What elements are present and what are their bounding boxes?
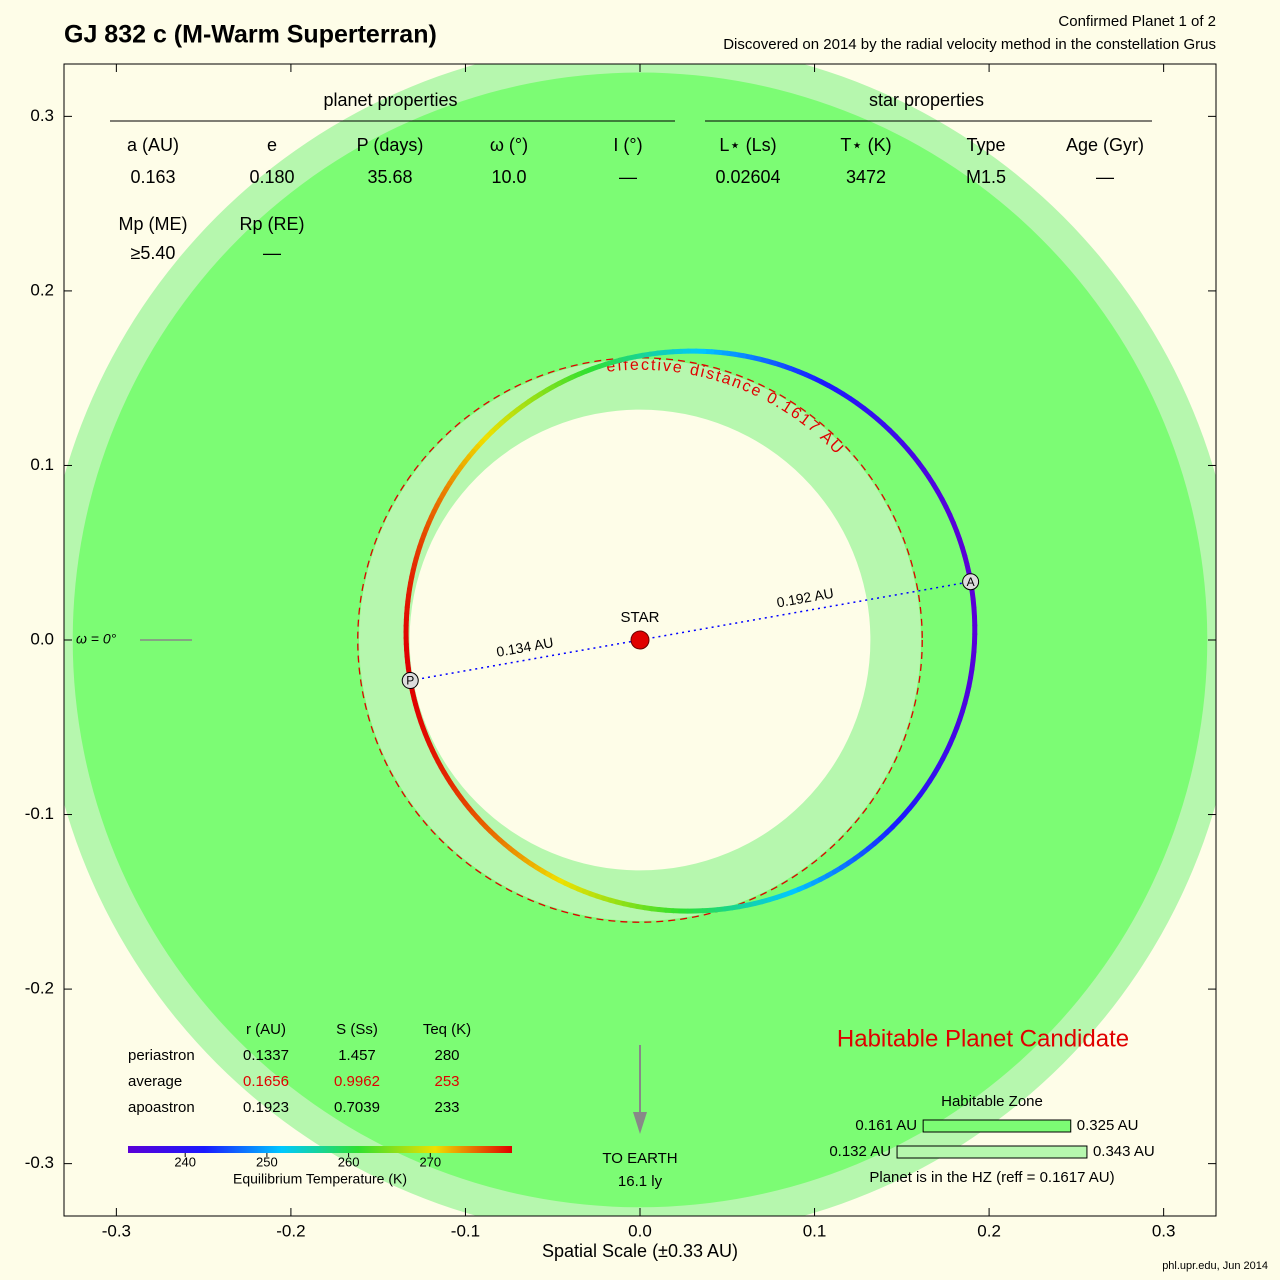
- colorbar-tick-label: 270: [419, 1154, 441, 1169]
- x-tick-label: 0.0: [628, 1221, 652, 1240]
- y-tick-label: -0.1: [25, 804, 54, 823]
- section-title: star properties: [869, 90, 984, 110]
- apsis-label: A: [967, 575, 975, 589]
- hz-bar: [896, 1145, 1088, 1159]
- section-title: planet properties: [323, 90, 457, 110]
- apsides-line: [410, 580, 971, 682]
- footer: phl.upr.edu, Jun 2014: [1162, 1260, 1268, 1272]
- earth-arrow-head: [633, 1112, 647, 1134]
- property-value: M1.5: [966, 167, 1006, 187]
- property-value: 35.68: [367, 167, 412, 187]
- habitable-zone: [72, 72, 1208, 1208]
- hz-label: 0.343 AU: [1093, 1143, 1155, 1160]
- x-tick-label: -0.3: [102, 1221, 131, 1240]
- periastron-label: 0.134 AU: [495, 634, 555, 660]
- discovery: Discovered on 2014 by the radial velocit…: [723, 36, 1216, 53]
- stats-cell: 0.1923: [243, 1099, 289, 1116]
- y-tick-label: -0.2: [25, 979, 54, 998]
- stats-cell: periastron: [128, 1047, 195, 1064]
- stats-cell: 253: [434, 1073, 459, 1090]
- property-header: e: [267, 135, 277, 155]
- property-header: a (AU): [127, 135, 179, 155]
- hz-title: Habitable Zone: [941, 1093, 1043, 1110]
- property-value: 0.163: [130, 167, 175, 187]
- hz-note: Planet is in the HZ (reff = 0.1617 AU): [869, 1169, 1114, 1186]
- y-tick-label: 0.0: [30, 629, 54, 648]
- x-tick-label: -0.1: [451, 1221, 480, 1240]
- stats-cell: apoastron: [128, 1099, 195, 1116]
- stats-cell: 0.1337: [243, 1047, 289, 1064]
- property-value: 0.02604: [715, 167, 780, 187]
- stats-cell: 0.1656: [243, 1073, 289, 1090]
- stats-header: r (AU): [246, 1021, 286, 1038]
- effective-distance: [357, 357, 923, 923]
- y-tick-label: 0.3: [30, 106, 54, 125]
- colorbar-label: Equilibrium Temperature (K): [233, 1171, 407, 1187]
- y-tick-label: -0.3: [25, 1153, 54, 1172]
- candidate: Habitable Planet Candidate: [837, 1025, 1129, 1052]
- hz-label: 0.132 AU: [829, 1143, 891, 1160]
- apoastron-label: 0.192 AU: [775, 585, 835, 611]
- property-header: Mp (ME): [119, 214, 188, 234]
- property-value: —: [263, 243, 281, 263]
- stats-cell: 233: [434, 1099, 459, 1116]
- property-header: ω (°): [490, 135, 528, 155]
- property-header: Type: [966, 135, 1005, 155]
- stats-cell: 0.9962: [334, 1073, 380, 1090]
- property-value: 10.0: [491, 167, 526, 187]
- property-header: P (days): [357, 135, 424, 155]
- stats-cell: 1.457: [338, 1047, 376, 1064]
- stats-header: S (Ss): [336, 1021, 378, 1038]
- property-header: Age (Gyr): [1066, 135, 1144, 155]
- property-header: T⋆ (K): [840, 135, 891, 155]
- property-header: L⋆ (Ls): [719, 135, 776, 155]
- colorbar: [128, 1146, 512, 1153]
- star: [630, 630, 650, 650]
- property-value: —: [1096, 167, 1114, 187]
- earth-label: 16.1 ly: [618, 1173, 663, 1190]
- hz-label: 0.325 AU: [1077, 1117, 1139, 1134]
- x-tick-label: 0.1: [803, 1221, 827, 1240]
- omega-label: ω = 0°: [76, 631, 117, 647]
- apsis-label: P: [406, 674, 414, 688]
- apsis-marker: [401, 672, 419, 690]
- x-tick-label: 0.3: [1152, 1221, 1176, 1240]
- title: GJ 832 c (M-Warm Superterran): [64, 21, 437, 49]
- y-tick-label: 0.1: [30, 455, 54, 474]
- x-tick-label: -0.2: [276, 1221, 305, 1240]
- property-header: I (°): [613, 135, 642, 155]
- colorbar-tick-label: 240: [174, 1154, 196, 1169]
- property-value: 3472: [846, 167, 886, 187]
- property-value: ≥5.40: [131, 243, 176, 263]
- star-label: STAR: [621, 609, 660, 626]
- apsis-marker: [962, 573, 980, 591]
- property-value: —: [619, 167, 637, 187]
- stats-cell: average: [128, 1073, 182, 1090]
- colorbar-tick-label: 250: [256, 1154, 278, 1169]
- property-header: Rp (RE): [239, 214, 304, 234]
- stats-cell: 0.7039: [334, 1099, 380, 1116]
- x-tick-label: 0.2: [977, 1221, 1001, 1240]
- stats-header: Teq (K): [423, 1021, 471, 1038]
- status: Confirmed Planet 1 of 2: [1058, 13, 1216, 30]
- earth-label: TO EARTH: [602, 1150, 677, 1167]
- property-value: 0.180: [249, 167, 294, 187]
- hz-label: 0.161 AU: [855, 1117, 917, 1134]
- hz-bar: [922, 1119, 1072, 1133]
- stats-cell: 280: [434, 1047, 459, 1064]
- y-tick-label: 0.2: [30, 280, 54, 299]
- colorbar-tick-label: 260: [338, 1154, 360, 1169]
- x-axis-label: Spatial Scale (±0.33 AU): [542, 1241, 738, 1261]
